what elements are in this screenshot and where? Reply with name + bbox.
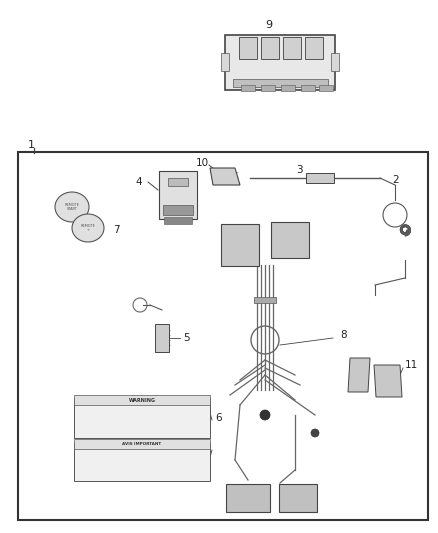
Text: 3: 3: [296, 165, 303, 175]
Text: 6: 6: [215, 413, 222, 423]
Text: WARNING: WARNING: [128, 398, 155, 402]
Bar: [168, 178, 188, 186]
Bar: [233, 79, 328, 87]
Circle shape: [311, 429, 319, 437]
Bar: [261, 85, 275, 91]
Text: AVIS IMPORTANT: AVIS IMPORTANT: [123, 442, 162, 446]
Bar: [221, 53, 229, 71]
Bar: [225, 35, 335, 90]
Bar: [306, 173, 334, 183]
Bar: [281, 85, 295, 91]
Bar: [226, 484, 270, 512]
Bar: [319, 85, 333, 91]
Text: 5: 5: [183, 333, 190, 343]
Bar: [301, 85, 315, 91]
Polygon shape: [374, 365, 402, 397]
Circle shape: [260, 410, 270, 420]
Text: 4: 4: [135, 177, 141, 187]
Bar: [159, 171, 197, 219]
Text: REMOTE
START: REMOTE START: [64, 203, 79, 211]
Bar: [305, 37, 323, 59]
Bar: [279, 484, 317, 512]
Text: 7: 7: [113, 225, 120, 235]
Bar: [74, 439, 210, 449]
Ellipse shape: [72, 214, 104, 242]
Bar: [163, 205, 193, 215]
Bar: [74, 398, 210, 438]
Text: 8: 8: [340, 330, 346, 340]
Polygon shape: [348, 358, 370, 392]
Polygon shape: [210, 168, 240, 185]
Bar: [221, 224, 259, 266]
Text: 11: 11: [405, 360, 418, 370]
Text: 9: 9: [265, 20, 272, 30]
Bar: [74, 395, 210, 405]
Text: REMOTE
+: REMOTE +: [81, 224, 95, 232]
Text: 1: 1: [28, 140, 35, 150]
Bar: [74, 443, 210, 481]
Bar: [254, 297, 276, 303]
Bar: [164, 216, 192, 223]
Bar: [155, 324, 169, 352]
Bar: [239, 37, 257, 59]
Ellipse shape: [55, 192, 89, 222]
Text: 2: 2: [392, 175, 399, 185]
Bar: [241, 85, 255, 91]
Bar: [283, 37, 301, 59]
Bar: [261, 37, 279, 59]
Text: 10: 10: [196, 158, 209, 168]
Bar: [331, 53, 339, 71]
Bar: [271, 222, 309, 258]
Bar: [18, 152, 428, 520]
